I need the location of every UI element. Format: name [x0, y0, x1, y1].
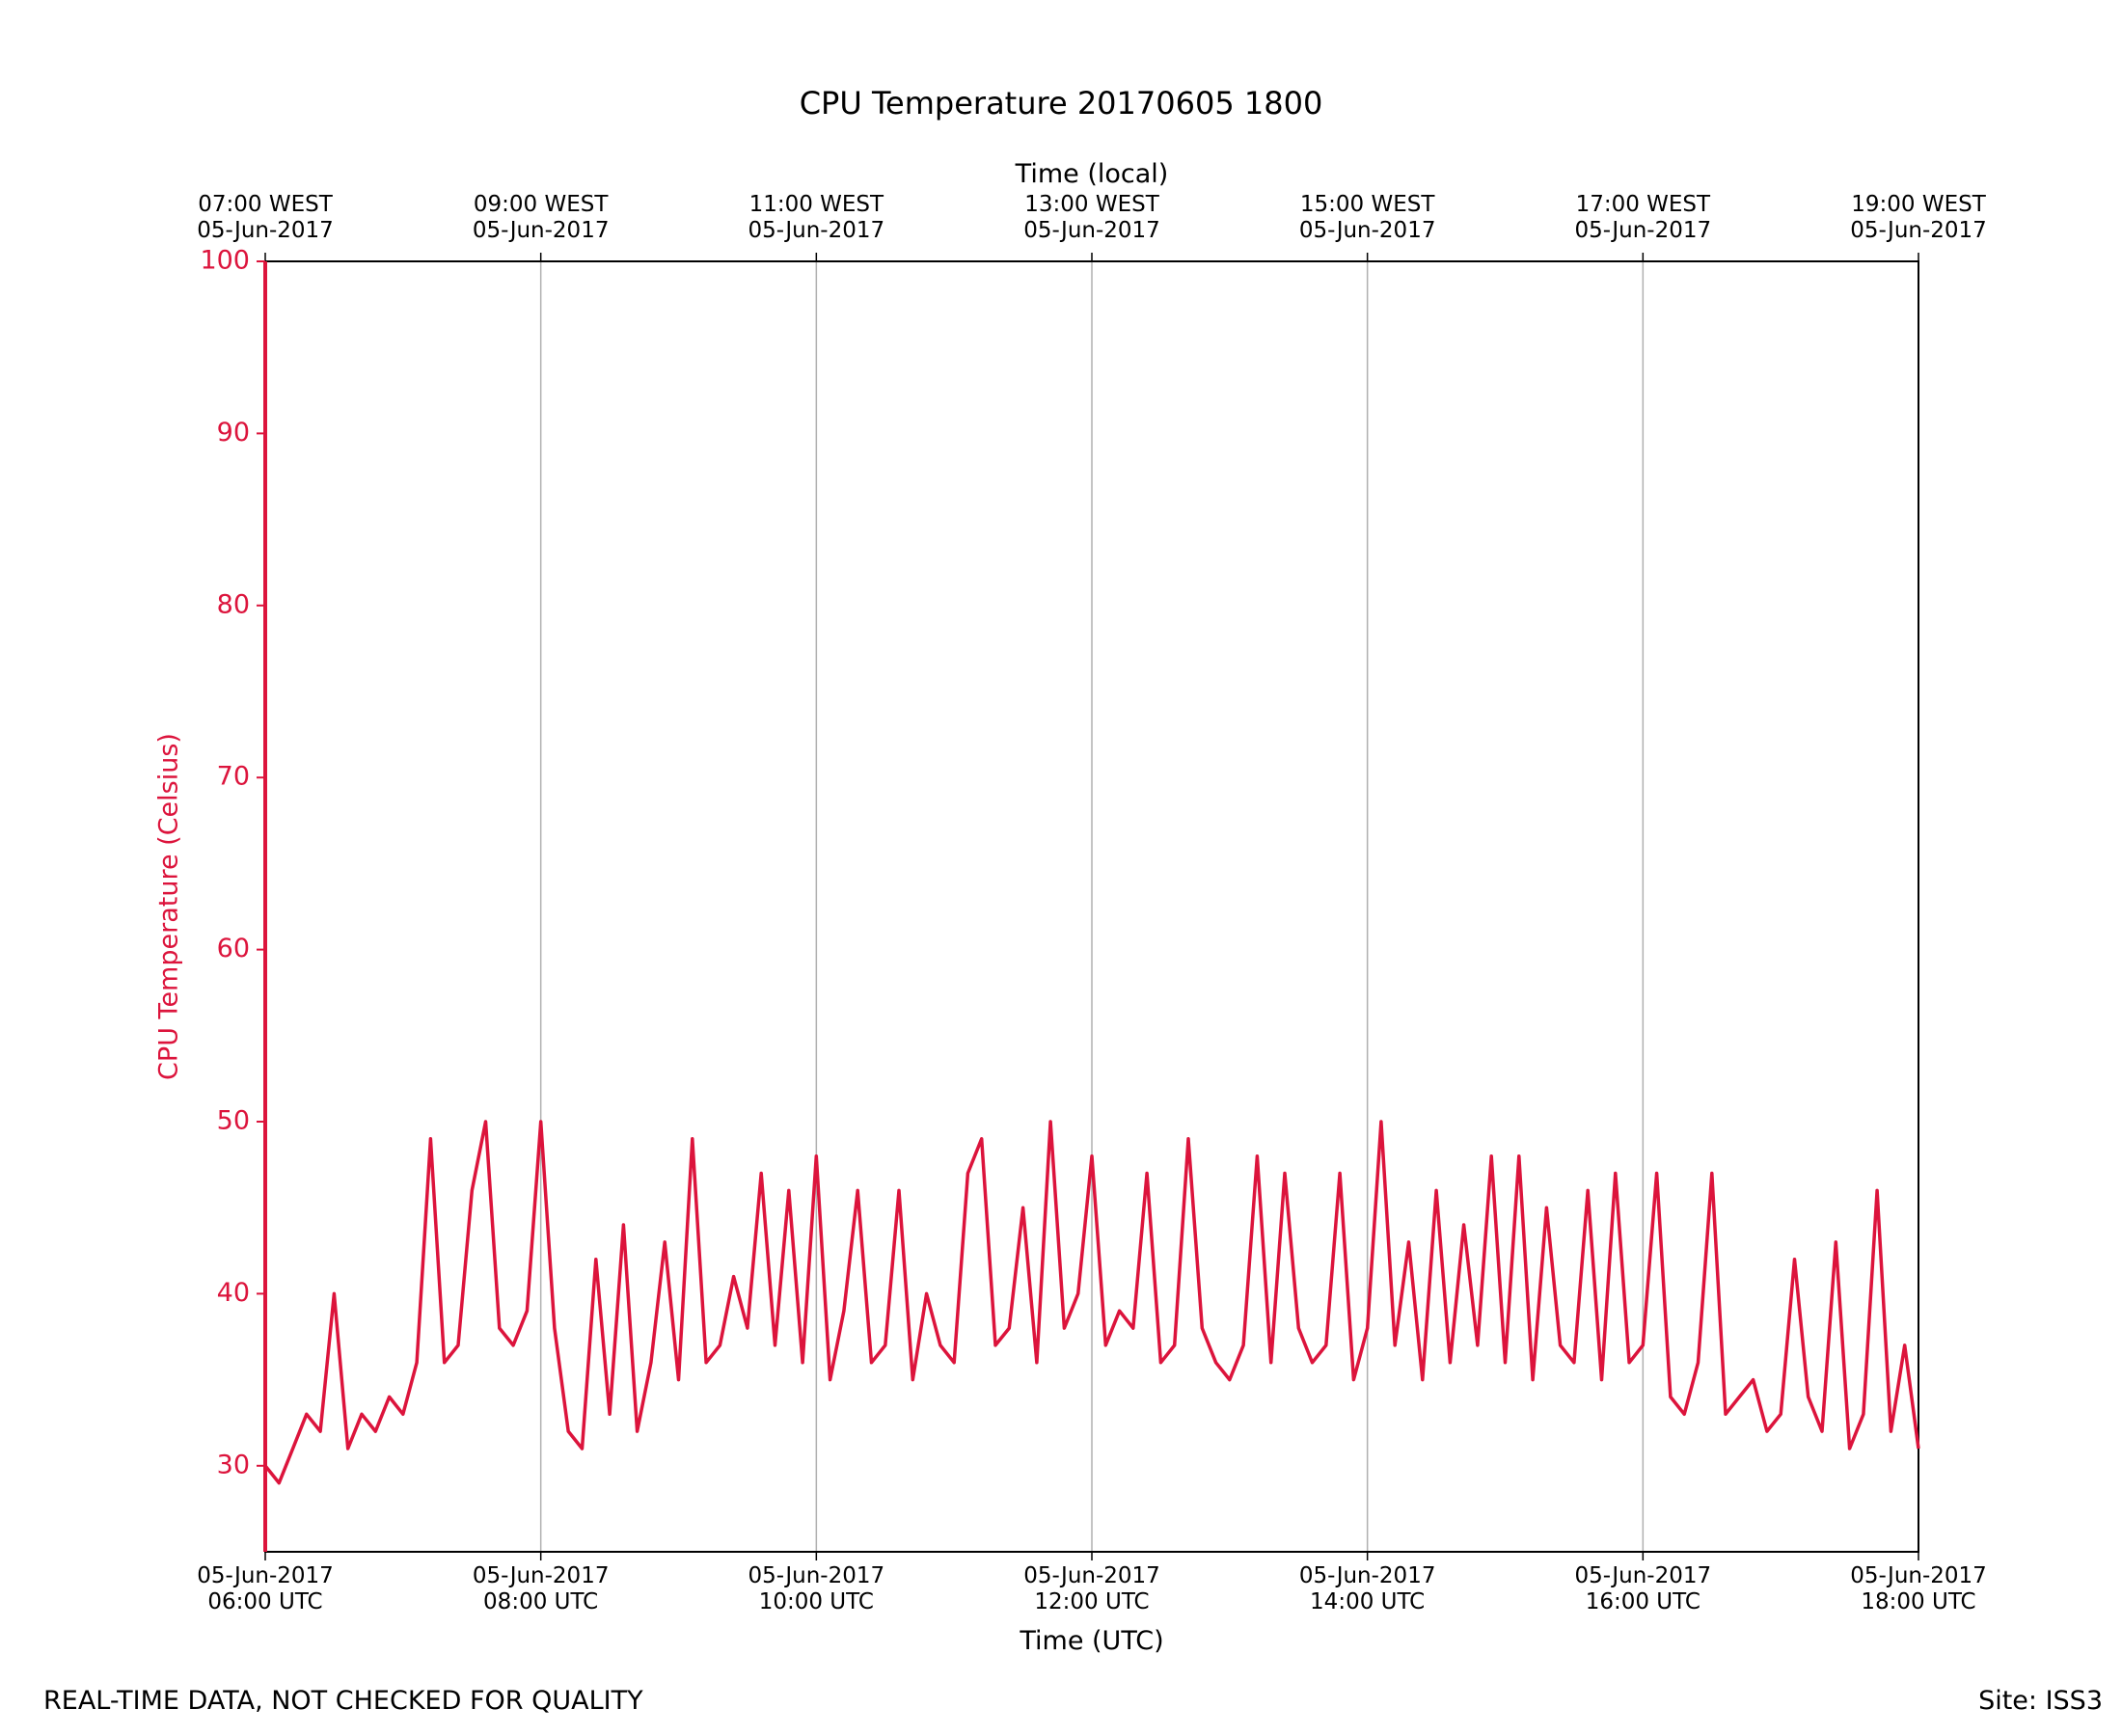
y-tick-label: 50	[217, 1106, 250, 1136]
footer-note: REAL-TIME DATA, NOT CHECKED FOR QUALITY	[43, 1686, 643, 1716]
y-tick-label: 80	[217, 589, 250, 619]
x2-tick-label: 17:00 WEST 05-Jun-2017	[1574, 192, 1712, 243]
x2-tick-label: 09:00 WEST 05-Jun-2017	[472, 192, 610, 243]
y-tick-label: 70	[217, 762, 250, 792]
y-tick-label: 100	[200, 246, 250, 276]
y-tick-label: 40	[217, 1278, 250, 1308]
x2-axis-label: Time (local)	[1015, 159, 1169, 189]
chart-title: CPU Temperature 20170605 1800	[799, 85, 1323, 122]
x2-tick-label: 11:00 WEST 05-Jun-2017	[748, 192, 885, 243]
y-tick-label: 60	[217, 934, 250, 963]
y-axis-label: CPU Temperature (Celsius)	[154, 733, 184, 1080]
x-tick-label: 05-Jun-2017 18:00 UTC	[1850, 1563, 1987, 1614]
x-tick-label: 05-Jun-2017 08:00 UTC	[472, 1563, 610, 1614]
x-axis-label: Time (UTC)	[1020, 1626, 1164, 1656]
y-tick-label: 90	[217, 418, 250, 448]
x-tick-label: 05-Jun-2017 12:00 UTC	[1023, 1563, 1160, 1614]
y-tick-label: 30	[217, 1450, 250, 1479]
x2-tick-label: 13:00 WEST 05-Jun-2017	[1023, 192, 1160, 243]
x-tick-label: 05-Jun-2017 10:00 UTC	[748, 1563, 885, 1614]
x2-tick-label: 15:00 WEST 05-Jun-2017	[1298, 192, 1436, 243]
site-label: Site: ISS3	[1978, 1686, 2103, 1716]
x-tick-label: 05-Jun-2017 16:00 UTC	[1574, 1563, 1712, 1614]
x2-tick-label: 07:00 WEST 05-Jun-2017	[197, 192, 334, 243]
x2-tick-label: 19:00 WEST 05-Jun-2017	[1850, 192, 1987, 243]
x-tick-label: 05-Jun-2017 06:00 UTC	[197, 1563, 334, 1614]
x-tick-label: 05-Jun-2017 14:00 UTC	[1298, 1563, 1436, 1614]
data-line	[263, 1120, 1920, 1485]
